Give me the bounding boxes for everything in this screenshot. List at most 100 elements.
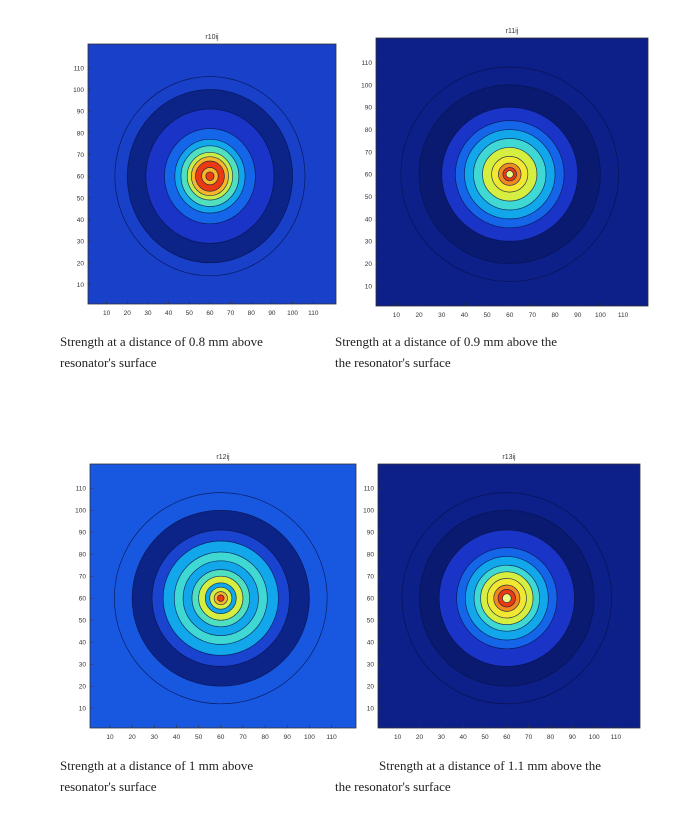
heatmap-svg-2: 10 20 30 40 50 60 70 80 90 100 110 10 20 30 40 50 60 70 80…	[361, 28, 649, 319]
caption-1-line-2: resonator's surface	[60, 355, 157, 370]
caption-1: Strength at a distance of 0.8 mm above r…	[60, 331, 263, 373]
caption-3-line-2: resonator's surface	[60, 779, 157, 794]
x-tick-label-5: 60	[506, 312, 514, 319]
y-tick-label-1: 20	[77, 260, 85, 267]
y-tick-label-8: 90	[367, 530, 375, 537]
heatmap-svg-3: 10 20 30 40 50 60 70 80 90 100 110 10 20 30 40 50 60 70 80…	[75, 454, 357, 741]
x-tick-label-0: 10	[393, 312, 401, 319]
y-tick-label-6: 70	[79, 574, 87, 581]
y-tick-label-2: 30	[365, 239, 373, 246]
caption-4-line-2: the resonator's surface	[335, 779, 451, 794]
y-tick-label-9: 100	[73, 87, 84, 94]
y-tick-label-3: 40	[77, 217, 85, 224]
x-tick-label-9: 100	[304, 734, 315, 741]
heatmap-field	[378, 464, 640, 728]
caption-2: Strength at a distance of 0.9 mm above t…	[335, 331, 557, 373]
y-tick-label-2: 30	[367, 662, 375, 669]
contour-level-10	[505, 170, 514, 179]
x-tick-label-2: 30	[144, 310, 152, 317]
x-tick-label-8: 90	[268, 310, 276, 317]
chart-title: r12ij	[216, 454, 230, 461]
y-tick-label-2: 30	[79, 662, 87, 669]
x-tick-label-2: 30	[438, 734, 446, 741]
y-tick-label-3: 40	[367, 640, 375, 647]
x-tick-label-6: 70	[227, 310, 235, 317]
x-tick-label-4: 50	[195, 734, 203, 741]
y-tick-label-9: 100	[363, 508, 374, 515]
x-tick-label-4: 50	[481, 734, 489, 741]
x-tick-label-5: 60	[206, 310, 214, 317]
y-tick-label-7: 80	[365, 127, 373, 134]
caption-2-line-2: the resonator's surface	[335, 355, 451, 370]
y-tick-label-4: 50	[79, 618, 87, 625]
plot-frame	[89, 463, 357, 729]
x-tick-label-7: 80	[248, 310, 256, 317]
heatmap-panel-2: 10 20 30 40 50 60 70 80 90 100 110 10 20 30 40 50 60 70 80…	[334, 20, 654, 320]
heatmap-svg-4: 10 20 30 40 50 60 70 80 90 100 110 10 20 30 40 50 60 70 80…	[363, 454, 641, 741]
y-tick-label-10: 110	[74, 65, 85, 72]
y-tick-label-9: 100	[75, 508, 86, 515]
x-tick-label-8: 90	[574, 312, 582, 319]
y-tick-label-0: 10	[79, 706, 87, 713]
caption-1-line-1: Strength at a distance of 0.8 mm above	[60, 334, 263, 349]
plot-frame	[87, 43, 337, 305]
x-tick-label-1: 20	[416, 734, 424, 741]
x-tick-label-10: 110	[308, 310, 319, 317]
x-tick-label-0: 10	[106, 734, 114, 741]
x-tick-label-8: 90	[569, 734, 577, 741]
x-tick-label-3: 40	[460, 734, 468, 741]
y-tick-label-7: 80	[77, 130, 85, 137]
y-tick-label-2: 30	[77, 239, 85, 246]
x-tick-label-9: 100	[287, 310, 298, 317]
y-tick-label-3: 40	[79, 640, 87, 647]
x-tick-label-9: 100	[589, 734, 600, 741]
y-tick-label-0: 10	[367, 706, 375, 713]
y-tick-label-5: 60	[365, 172, 373, 179]
y-tick-label-3: 40	[365, 216, 373, 223]
caption-3: Strength at a distance of 1 mm above res…	[60, 755, 253, 797]
y-tick-label-0: 10	[365, 283, 373, 290]
y-tick-label-6: 70	[367, 574, 375, 581]
heatmap-panel-1: 10 20 30 40 50 60 70 80 90 100 110 10 20 30 40 50 60 70 80…	[58, 30, 348, 320]
x-tick-label-1: 20	[415, 312, 423, 319]
y-tick-label-5: 60	[77, 174, 85, 181]
y-tick-label-8: 90	[365, 105, 373, 112]
caption-4: Strength at a distance of 1.1 mm above t…	[335, 755, 601, 797]
y-tick-label-9: 100	[361, 82, 372, 89]
y-tick-label-7: 80	[367, 552, 375, 559]
x-tick-label-4: 50	[483, 312, 491, 319]
y-tick-label-4: 50	[77, 195, 85, 202]
y-tick-label-7: 80	[79, 552, 87, 559]
heatmap-panel-3: 10 20 30 40 50 60 70 80 90 100 110 10 20 30 40 50 60 70 80…	[68, 448, 364, 746]
caption-2-line-1: Strength at a distance of 0.9 mm above t…	[335, 334, 558, 349]
plot-frame	[377, 463, 641, 729]
x-tick-label-5: 60	[503, 734, 511, 741]
x-tick-label-0: 10	[103, 310, 111, 317]
caption-4-line-1: Strength at a distance of 1.1 mm above t…	[379, 758, 602, 773]
x-tick-label-7: 80	[261, 734, 269, 741]
y-tick-label-8: 90	[77, 109, 85, 116]
plot-frame	[375, 37, 649, 307]
y-tick-label-0: 10	[77, 282, 85, 289]
x-tick-label-10: 110	[611, 734, 622, 741]
x-tick-label-10: 110	[326, 734, 337, 741]
y-tick-label-4: 50	[365, 194, 373, 201]
x-tick-label-4: 50	[186, 310, 194, 317]
chart-title: r13ij	[502, 454, 516, 461]
contour-level-11	[217, 594, 225, 602]
y-tick-label-6: 70	[365, 149, 373, 156]
chart-title: r10ij	[205, 34, 219, 41]
x-tick-label-3: 40	[165, 310, 173, 317]
x-tick-label-1: 20	[128, 734, 136, 741]
y-tick-label-8: 90	[79, 530, 87, 537]
x-tick-label-6: 70	[529, 312, 537, 319]
chart-title: r11ij	[506, 28, 519, 35]
y-tick-label-1: 20	[365, 261, 373, 268]
x-tick-label-10: 110	[618, 312, 629, 319]
y-tick-label-10: 110	[76, 486, 87, 493]
x-tick-label-7: 80	[547, 734, 555, 741]
contour-level-10	[205, 171, 215, 181]
x-tick-label-5: 60	[217, 734, 225, 741]
x-tick-label-9: 100	[595, 312, 606, 319]
y-tick-label-1: 20	[367, 684, 375, 691]
